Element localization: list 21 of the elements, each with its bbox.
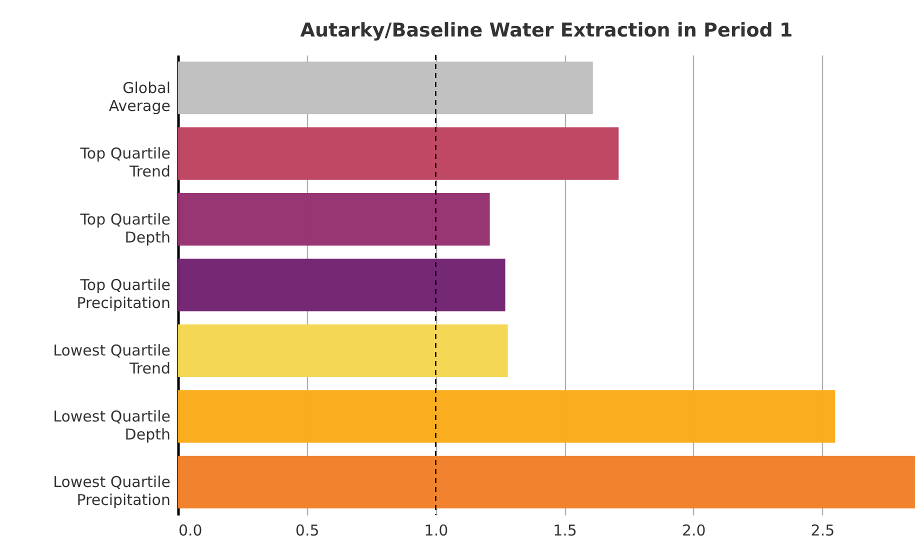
x-tick-label: 2.0 (682, 522, 706, 540)
x-tick-label: 0.0 (178, 522, 202, 540)
x-tick-label: 0.5 (295, 522, 320, 540)
bar (178, 456, 915, 508)
bar (178, 127, 619, 180)
x-tick-label: 1.0 (424, 522, 448, 540)
bar (178, 324, 508, 377)
chart-title: Autarky/Baseline Water Extraction in Period 1 (300, 19, 793, 42)
y-tick-label: Lowest Quartile Precipitation (53, 473, 170, 510)
y-tick-label: Global Average (108, 78, 170, 115)
y-tick-label: Lowest Quartile Depth (53, 407, 170, 444)
y-tick-label: Lowest Quartile Trend (53, 342, 170, 378)
y-tick-label: Top Quartile Trend (79, 144, 170, 181)
bar (178, 390, 836, 443)
x-tick-label: 2.5 (810, 522, 835, 540)
y-tick-label: Top Quartile Precipitation (76, 276, 170, 312)
x-tick-label: 1.5 (553, 522, 577, 540)
y-tick-label: Top Quartile Depth (79, 210, 170, 246)
bar (178, 258, 506, 312)
bar (178, 62, 593, 114)
bar (178, 193, 490, 246)
